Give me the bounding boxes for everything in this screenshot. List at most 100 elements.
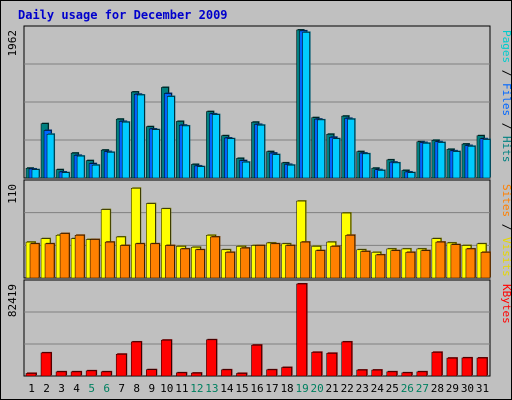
kbytes-bar bbox=[281, 367, 292, 377]
x-tick-label: 26 bbox=[401, 382, 414, 395]
x-tick-label: 4 bbox=[73, 382, 80, 395]
x-tick-label: 9 bbox=[148, 382, 155, 395]
x-tick-label: 25 bbox=[386, 382, 399, 395]
kbytes-bar bbox=[161, 339, 172, 377]
kbytes-bar bbox=[85, 370, 97, 377]
pages-bar bbox=[317, 119, 325, 179]
x-tick-label: 8 bbox=[133, 382, 140, 395]
kbytes-bar bbox=[311, 352, 322, 377]
kbytes-bar bbox=[371, 369, 382, 377]
sites-bar bbox=[330, 246, 340, 279]
x-tick-label: 17 bbox=[265, 382, 278, 395]
kbytes-bar bbox=[416, 371, 428, 377]
sites-bar bbox=[345, 235, 355, 279]
kbytes-bar bbox=[296, 283, 307, 377]
sites-bar bbox=[225, 252, 235, 279]
pages-bar bbox=[121, 121, 130, 179]
pages-bar bbox=[212, 114, 220, 179]
hits-files-pages-ymax-label: 1962 bbox=[6, 30, 19, 57]
legend-entry: Sites bbox=[500, 184, 512, 217]
pages-bar bbox=[106, 152, 115, 179]
kbytes-ymax-label: 82419 bbox=[6, 284, 19, 317]
pages-bar bbox=[467, 146, 476, 179]
sites-bar bbox=[240, 247, 250, 279]
sites-bar bbox=[465, 248, 476, 279]
sites-bar bbox=[210, 236, 220, 279]
x-tick-label: 22 bbox=[341, 382, 354, 395]
sites-bar bbox=[315, 250, 325, 279]
pages-bar bbox=[452, 151, 461, 179]
pages-bar bbox=[227, 138, 235, 179]
sites-bar bbox=[59, 233, 70, 279]
x-tick-label: 10 bbox=[160, 382, 173, 395]
x-tick-label: 16 bbox=[250, 382, 263, 395]
legend-entry: KBytes bbox=[500, 284, 512, 324]
legend-entry: Hits bbox=[500, 136, 512, 163]
x-tick-label: 1 bbox=[28, 382, 35, 395]
kbytes-bar bbox=[431, 352, 443, 377]
x-tick-label: 11 bbox=[175, 382, 188, 395]
sites-bar bbox=[285, 245, 295, 279]
sites-bar bbox=[435, 241, 446, 279]
x-tick-label: 3 bbox=[58, 382, 65, 395]
x-tick-label: 6 bbox=[103, 382, 110, 395]
pages-bar bbox=[347, 118, 355, 179]
kbytes-bar bbox=[115, 353, 127, 377]
chart-title: Daily usage for December 2009 bbox=[18, 8, 228, 22]
legend-entry: Files bbox=[500, 83, 512, 116]
kbytes-bar bbox=[176, 372, 187, 377]
pages-bar bbox=[76, 155, 85, 179]
kbytes-bar bbox=[191, 372, 202, 377]
x-tick-label: 28 bbox=[431, 382, 444, 395]
kbytes-bar bbox=[386, 371, 398, 377]
sites-bar bbox=[74, 235, 85, 279]
sites-bar bbox=[480, 252, 491, 279]
legend-entry: / bbox=[500, 63, 512, 83]
sites-bar bbox=[119, 245, 130, 279]
sites-bar bbox=[44, 243, 55, 279]
pages-bar bbox=[91, 164, 100, 179]
sites-bar bbox=[360, 251, 370, 279]
kbytes-bar bbox=[236, 373, 247, 377]
kbytes-bar bbox=[221, 369, 232, 377]
kbytes-bar bbox=[130, 341, 142, 377]
sites-bar bbox=[104, 241, 115, 279]
kbytes-bar bbox=[401, 372, 413, 377]
legend-entry: / bbox=[500, 116, 512, 136]
sites-bar bbox=[180, 248, 190, 279]
pages-bar bbox=[362, 153, 370, 179]
x-tick-label: 7 bbox=[118, 382, 125, 395]
pages-bar bbox=[272, 154, 280, 179]
sites-bar bbox=[255, 245, 265, 279]
kbytes-bar bbox=[206, 339, 217, 377]
legend-entry: / bbox=[500, 217, 512, 237]
legend-entry: Visits bbox=[500, 237, 512, 277]
sites-bar bbox=[405, 252, 416, 279]
sites-bar bbox=[270, 243, 280, 279]
x-tick-label: 31 bbox=[476, 382, 489, 395]
kbytes-bar bbox=[326, 353, 337, 377]
kbytes-bar bbox=[446, 357, 458, 377]
x-tick-label: 30 bbox=[461, 382, 474, 395]
sites-bar bbox=[195, 249, 205, 279]
pages-bar bbox=[46, 133, 55, 179]
kbytes-bar bbox=[100, 371, 112, 377]
pages-bar bbox=[437, 142, 446, 179]
kbytes-bar bbox=[25, 373, 37, 377]
sites-bar bbox=[420, 250, 431, 279]
pages-bar bbox=[152, 129, 160, 179]
x-tick-label: 13 bbox=[205, 382, 218, 395]
x-tick-label: 27 bbox=[416, 382, 429, 395]
pages-bar bbox=[287, 164, 295, 179]
kbytes-bar bbox=[341, 341, 352, 377]
pages-bar bbox=[482, 139, 491, 179]
pages-bar bbox=[257, 124, 265, 179]
kbytes-bar bbox=[476, 357, 488, 377]
sites-bar bbox=[390, 250, 401, 279]
sites-bar bbox=[89, 239, 100, 279]
kbytes-bar bbox=[146, 369, 157, 377]
sites-bar bbox=[150, 243, 160, 279]
pages-bar bbox=[422, 143, 431, 179]
kbytes-bar bbox=[266, 369, 277, 377]
x-tick-label: 18 bbox=[280, 382, 293, 395]
